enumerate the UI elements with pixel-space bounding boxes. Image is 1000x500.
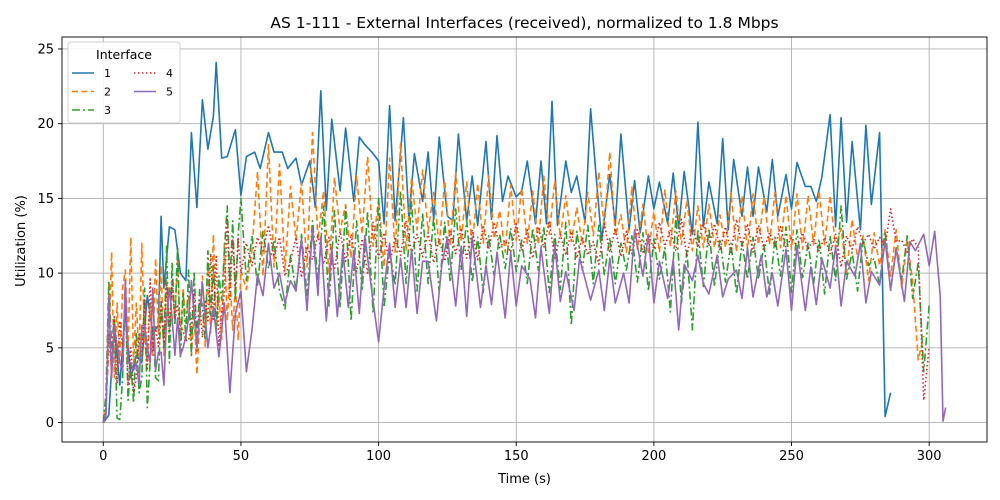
x-axis-ticks: 0 50 100 150 200 250 300 <box>99 442 941 464</box>
x-tick-label: 300 <box>917 449 942 464</box>
legend-label-5: 5 <box>166 86 173 99</box>
y-axis-label: Utilization (%) <box>14 195 29 287</box>
legend-label-4: 4 <box>166 67 173 80</box>
plot-area <box>103 62 945 422</box>
series-1-line <box>103 62 890 422</box>
x-tick-label: 200 <box>641 449 666 464</box>
y-tick-label: 25 <box>37 42 54 57</box>
y-axis-ticks: 0 5 10 15 20 25 <box>37 42 62 431</box>
x-tick-label: 50 <box>233 449 250 464</box>
x-axis-label: Time (s) <box>497 472 551 487</box>
x-tick-label: 100 <box>366 449 391 464</box>
x-tick-label: 0 <box>99 449 107 464</box>
legend: Interface 1 2 3 4 5 <box>68 42 180 123</box>
legend-label-3: 3 <box>104 104 111 117</box>
y-tick-label: 15 <box>37 192 54 207</box>
x-tick-label: 250 <box>779 449 804 464</box>
y-tick-label: 5 <box>46 341 54 356</box>
y-tick-label: 10 <box>37 267 54 282</box>
grid <box>62 37 987 442</box>
axes-frame <box>62 37 987 442</box>
y-tick-label: 20 <box>37 117 54 132</box>
legend-label-1: 1 <box>104 67 111 80</box>
legend-label-2: 2 <box>104 86 111 99</box>
x-tick-label: 150 <box>504 449 529 464</box>
y-tick-label: 0 <box>46 416 54 431</box>
legend-title: Interface <box>96 47 152 62</box>
chart-title: AS 1-111 - External Interfaces (received… <box>270 14 778 32</box>
